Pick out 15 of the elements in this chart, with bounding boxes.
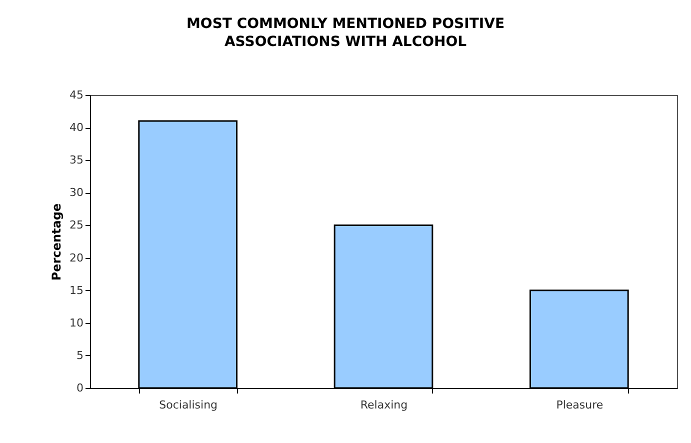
y-tick-label: 25 — [70, 218, 84, 232]
y-axis-title: Percentage — [50, 203, 64, 281]
y-tick-label: 15 — [70, 284, 84, 297]
y-tick-label: 5 — [76, 348, 84, 362]
y-tick-label: 10 — [70, 316, 84, 330]
x-tick-label: Relaxing — [360, 398, 408, 412]
y-tick-label: 20 — [70, 251, 84, 264]
y-tick-label: 35 — [70, 154, 84, 167]
y-tick-label: 30 — [70, 186, 84, 200]
y-tick-label: 0 — [76, 382, 84, 394]
x-tick-label: Pleasure — [556, 398, 604, 412]
y-tick-label: 45 — [70, 88, 84, 102]
chart-title: MOST COMMONLY MENTIONED POSITIVE ASSOCIATIONS WITH ALCOHOL — [186, 16, 505, 50]
x-tick-label: Socialising — [159, 398, 218, 412]
y-tick-label: 40 — [70, 121, 84, 134]
